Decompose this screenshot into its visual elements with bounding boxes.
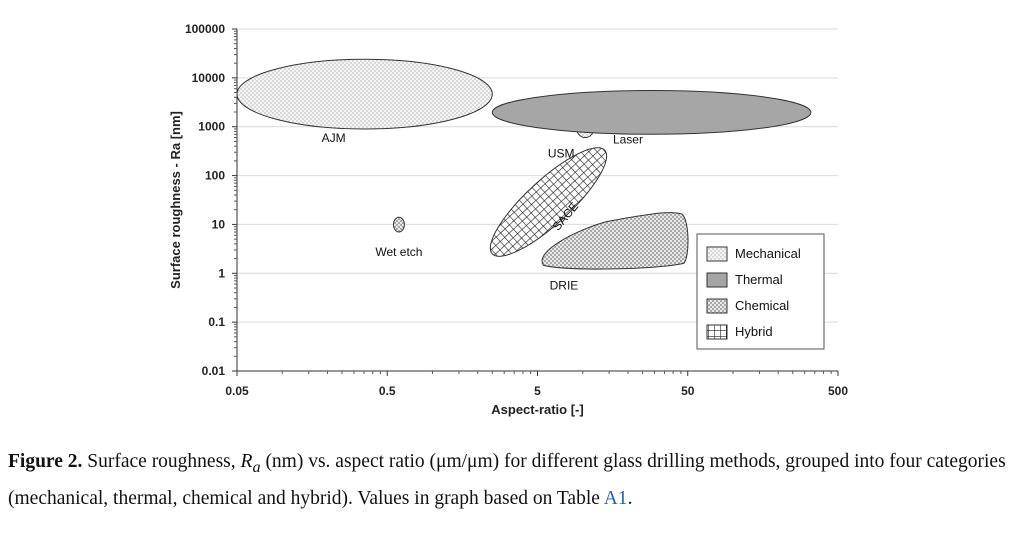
y-axis-title: Surface roughness - Ra [nm] [168,111,183,289]
region-label-ajm: AJM [322,131,346,145]
x-tick-label: 5 [534,384,541,398]
caption-text-1: Surface roughness, [82,451,241,472]
figure-caption: Figure 2. Surface roughness, Ra (nm) vs.… [8,446,1014,514]
y-tick-label: 1000 [198,120,225,134]
region-label-drie: DRIE [550,278,579,292]
legend-label-hybrid: Hybrid [735,324,773,339]
region-ajm [236,58,493,130]
y-tick-label: 100000 [185,22,225,36]
legend-swatch-mechanical [706,246,728,262]
regions [236,58,812,270]
y-tick-label: 1 [218,266,225,280]
region-wet-etch [392,216,405,233]
caption-symbol: R [240,451,253,472]
x-tick-label: 50 [681,384,695,398]
region-drie [541,212,689,270]
x-axis-title: Aspect-ratio [-] [491,402,583,417]
chart-svg: 0.01 0.1 1 10 100 1000 10000 100000 0.05 0.5 5 50 50… [168,22,848,417]
caption-subscript: a [252,457,261,476]
legend: Mechanical Thermal Chemical Hybrid [696,233,825,350]
caption-end: . [627,487,633,509]
caption-text-2: (nm) vs. aspect ratio (μm/μm) for differ… [8,451,1006,509]
caption-label: Figure 2. [8,451,83,472]
legend-label-thermal: Thermal [735,272,783,287]
axes: 0.01 0.1 1 10 100 1000 10000 100000 0.05 0.5 5 50 50… [168,22,848,417]
region-sace [489,147,608,257]
region-label-wet-etch: Wet etch [375,245,422,259]
figure-chart: 0.01 0.1 1 10 100 1000 10000 100000 0.05 0.5 5 50 50… [168,22,848,417]
x-tick-label: 500 [828,384,848,398]
y-tick-label: 0.1 [208,315,225,329]
legend-label-mechanical: Mechanical [735,246,801,261]
y-tick-label: 10000 [192,71,226,85]
y-tick-label: 100 [205,169,225,183]
x-tick-label: 0.05 [225,384,249,398]
legend-swatch-hybrid [706,324,728,340]
caption-table-link[interactable]: A1 [603,487,628,509]
y-tick-label: 0.01 [202,364,226,378]
x-tick-label: 0.5 [379,384,396,398]
legend-label-chemical: Chemical [735,298,789,313]
y-tick-label: 10 [212,217,226,231]
region-label-usm: USM [548,147,575,161]
legend-swatch-thermal [706,272,728,288]
region-laser [491,90,812,135]
legend-swatch-chemical [706,298,728,314]
region-label-laser: Laser [613,133,643,147]
